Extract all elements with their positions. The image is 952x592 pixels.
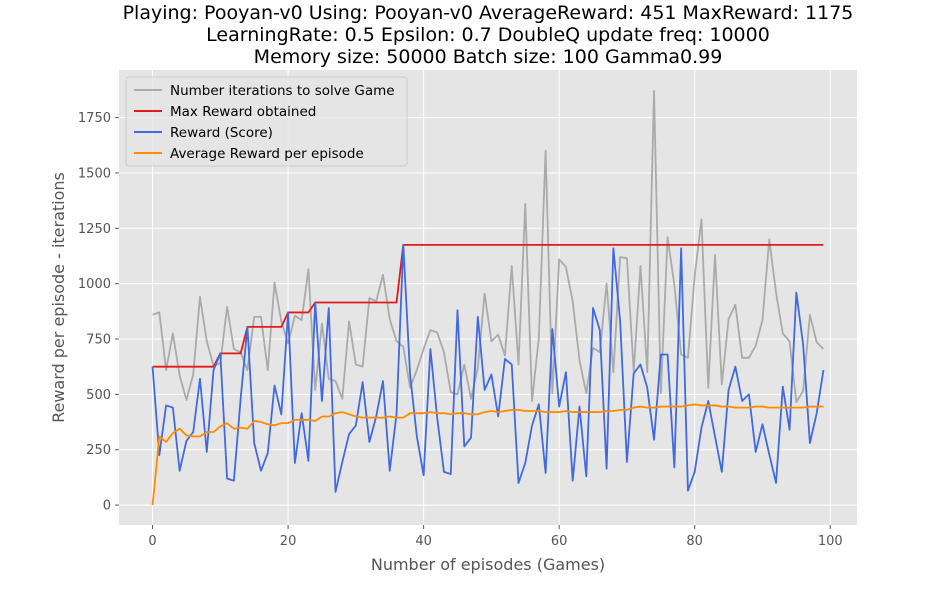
chart-title: Playing: Pooyan-v0 Using: Pooyan-v0 Aver… (123, 2, 854, 68)
y-tick-label: 1500 (78, 166, 111, 181)
legend-frame (125, 76, 408, 167)
series-lines (151, 90, 825, 506)
y-tick-label: 0 (103, 499, 111, 514)
legend: Number iterations to solve Game Max Rewar… (125, 76, 408, 167)
x-axis-label: Number of episodes (Games) (371, 555, 605, 574)
y-tick-label: 250 (86, 443, 111, 458)
y-tick-label: 500 (86, 388, 111, 403)
y-tick-label: 750 (86, 333, 111, 348)
y-axis-label: Reward per episode - iterations (49, 172, 68, 423)
series-line-2 (152, 244, 824, 368)
title-line-1: Playing: Pooyan-v0 Using: Pooyan-v0 Aver… (123, 2, 854, 24)
series-line-4 (151, 403, 824, 506)
x-tick-label: 20 (280, 534, 297, 549)
title-line-3: Memory size: 50000 Batch size: 100 Gamma… (254, 46, 723, 68)
grid (119, 70, 857, 525)
legend-entry: Reward (Score) (170, 125, 273, 141)
x-tick-label: 40 (415, 534, 432, 549)
series-line-3 (151, 244, 825, 493)
y-tick-label: 1750 (78, 111, 111, 126)
legend-entry: Number iterations to solve Game (170, 83, 395, 99)
x-axis: 0 20 40 60 80 100 (148, 525, 843, 549)
x-tick-label: 60 (551, 534, 568, 549)
title-line-2: LearningRate: 0.5 Epsilon: 0.7 DoubleQ u… (206, 24, 770, 46)
legend-entry: Max Reward obtained (170, 104, 316, 120)
y-axis: 0 250 500 750 1000 1250 1500 1750 (78, 111, 119, 514)
y-tick-label: 1250 (78, 222, 111, 237)
legend-entry: Average Reward per episode (170, 146, 364, 162)
series-line-1 (152, 90, 825, 404)
x-tick-label: 100 (818, 534, 843, 549)
x-tick-label: 80 (686, 534, 703, 549)
x-tick-label: 0 (148, 534, 156, 549)
y-tick-label: 1000 (78, 277, 111, 292)
